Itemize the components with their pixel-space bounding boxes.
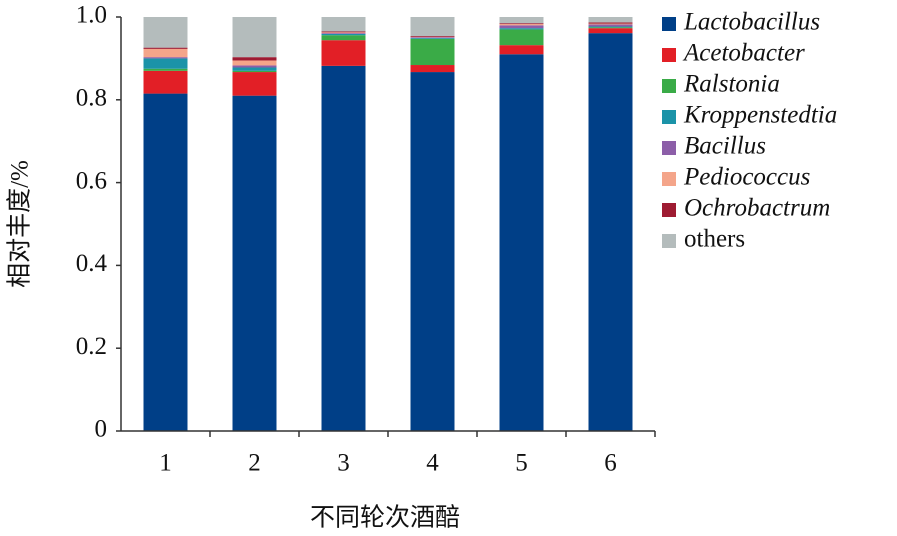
y-axis-title: 相对丰度/% [6, 160, 34, 288]
legend-swatch [662, 110, 676, 124]
bar-segment [499, 23, 544, 25]
legend-swatch [662, 79, 676, 93]
legend-label: others [684, 226, 745, 253]
bar-segment [588, 24, 633, 27]
bar-segment [588, 27, 633, 29]
x-tick-label: 4 [426, 450, 439, 477]
bar-segment [321, 40, 366, 66]
legend-swatch [662, 141, 676, 155]
bar-segment [321, 31, 366, 33]
bar-segment [499, 54, 544, 431]
bar-segment [232, 95, 277, 431]
bar-segment [321, 35, 366, 41]
bar-segment [499, 28, 544, 30]
bar-segment [232, 17, 277, 58]
legend-swatch [662, 48, 676, 62]
bar-segment [321, 33, 366, 34]
y-tick-label: 0.2 [76, 333, 107, 360]
legend-swatch [662, 172, 676, 186]
bar-segment [143, 57, 188, 59]
bar-segment [143, 58, 188, 69]
bar-segment [410, 37, 455, 39]
bar-segment [588, 26, 633, 28]
bar-segment [321, 32, 366, 34]
x-tick-label: 3 [337, 450, 350, 477]
legend-label: Acetobacter [682, 40, 805, 67]
bar-segment [499, 25, 544, 29]
legend-label: Pediococcus [683, 164, 810, 191]
bar-segment [588, 22, 633, 24]
bar-segment [588, 17, 633, 23]
x-tick-label: 6 [604, 450, 617, 477]
x-tick-label: 5 [515, 450, 528, 477]
bar-segment [588, 33, 633, 432]
x-tick-label: 2 [248, 450, 261, 477]
x-tick-label: 1 [159, 450, 172, 477]
legend-swatch [662, 17, 676, 31]
bar-segment [232, 70, 277, 73]
bar-segment [321, 17, 366, 32]
legend-label: Ochrobactrum [684, 195, 830, 222]
bar-segment [321, 65, 366, 432]
x-axis-title: 不同轮次酒醅 [310, 504, 460, 532]
legend-label: Kroppenstedtia [683, 102, 837, 129]
bar-segment [232, 65, 277, 68]
bar-segment [499, 45, 544, 55]
bar-segment [321, 33, 366, 36]
y-tick-label: 0 [95, 416, 108, 443]
bar-segment [143, 70, 188, 94]
bar-segment [143, 47, 188, 49]
bar-segment [143, 17, 188, 48]
bar-segment [232, 57, 277, 61]
y-tick-label: 0.4 [76, 250, 108, 277]
y-tick-label: 0.8 [76, 85, 107, 112]
legend-swatch [662, 203, 676, 217]
legend-label: Bacillus [684, 133, 766, 160]
bar-segment [232, 72, 277, 96]
bar-segment [410, 36, 455, 37]
bar-segment [143, 68, 188, 71]
bar-segment [499, 17, 544, 24]
bar-segment [499, 29, 544, 46]
bar-segment [410, 17, 455, 37]
legend-swatch [662, 234, 676, 248]
bar-segment [499, 24, 544, 26]
bar-segment [143, 93, 188, 431]
legend-label: Lactobacillus [683, 9, 820, 36]
y-tick-label: 0.6 [76, 167, 107, 194]
legend-label: Ralstonia [683, 71, 780, 98]
bar-segment [410, 65, 455, 73]
bar-segment [410, 38, 455, 39]
bar-segment [410, 72, 455, 431]
bar-segment [232, 60, 277, 66]
bar-segment [588, 23, 633, 25]
bar-segment [143, 48, 188, 58]
bar-segment [232, 67, 277, 71]
bar-segment [410, 38, 455, 66]
y-tick-label: 1.0 [76, 2, 107, 29]
bar-segment [588, 28, 633, 34]
